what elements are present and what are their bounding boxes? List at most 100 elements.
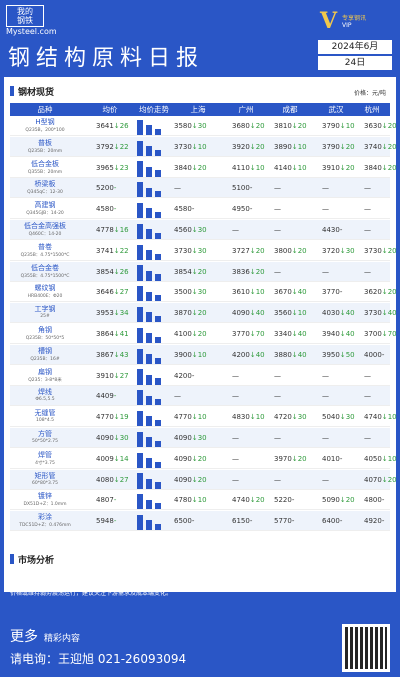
- price-hangzhou: —: [364, 392, 371, 401]
- price-chengdu: 4720↓30: [274, 413, 307, 422]
- variety-spec: Q355B：20mm: [27, 169, 63, 175]
- price-wuhan: —: [322, 184, 329, 193]
- table-row: 角钢 Q235B：50*50*5 3864↓41 4100↓20 3770↓70 3340…: [10, 324, 397, 344]
- trend-bar: [155, 440, 161, 447]
- variety-name: 桥梁板: [34, 180, 56, 189]
- section-steel-spot: 钢材现货: [10, 85, 54, 98]
- variety-spec: 4寸*3.75: [35, 460, 55, 466]
- trend-bar: [155, 503, 161, 510]
- price-guangzhou: 3770↓70: [232, 330, 265, 338]
- price-shanghai: 3500↓30: [174, 288, 207, 297]
- trend-bar: [155, 170, 161, 177]
- variety-spec: 50*50*2.75: [32, 439, 58, 444]
- table-row: 低合金卷 Q355B：4.75*1500*C 3854↓26 3854↓20 3836↓…: [10, 261, 390, 282]
- table-row: 镀锌 DX51D+Z：1.0mm 4807- 4780↓10 4740↓20 5220- 5…: [10, 490, 390, 511]
- col-guangzhou: 广州: [238, 105, 254, 114]
- price-shanghai: 3730↓10: [174, 142, 207, 151]
- price-hangzhou: —: [364, 434, 371, 442]
- variety-spec: Q355B：4.75*1500*C: [20, 273, 70, 279]
- variety-name: 角钢: [38, 326, 52, 334]
- price-hangzhou: 4000-: [364, 350, 385, 359]
- trend-bars: [137, 221, 173, 239]
- price-hangzhou: —: [364, 184, 371, 193]
- contact-phone[interactable]: 请电询：王迎旭 021-26093094: [10, 652, 187, 666]
- trend-bar: [137, 369, 143, 385]
- variety-spec: 108*4.5: [36, 418, 54, 424]
- trend-bar: [146, 499, 152, 510]
- trend-bar: [146, 374, 152, 385]
- trend-bar: [155, 253, 161, 260]
- price-wuhan: 5040↓30: [322, 413, 355, 422]
- variety-spec: Φ6.5,5.5: [35, 397, 55, 403]
- variety-name: 低合金高强板: [24, 222, 66, 230]
- avg-price: 4080↓27: [96, 475, 129, 484]
- price-guangzhou: —: [232, 371, 239, 380]
- price-chengdu: 4140↓10: [274, 163, 307, 172]
- price-wuhan: —: [322, 205, 329, 214]
- trend-bar: [155, 336, 161, 343]
- trend-bar: [137, 514, 143, 531]
- price-shanghai: 3730↓30: [174, 246, 207, 255]
- trend-bars: [137, 512, 173, 531]
- trend-bar: [155, 232, 161, 239]
- trend-bars: [137, 429, 173, 447]
- trend-bars: [137, 450, 173, 468]
- trend-bars: [137, 283, 173, 302]
- avg-price: 4778↓16: [96, 226, 129, 234]
- vip-badge: V 专享钢讯 VIP: [320, 8, 367, 34]
- price-guangzhou: 3836↓20: [232, 267, 265, 276]
- price-chengdu: 3880↓40: [274, 350, 307, 359]
- price-guangzhou: 4830↓10: [232, 413, 265, 422]
- avg-price: 3953↓34: [96, 309, 129, 318]
- table-row: 无缝管 108*4.5 4770↓19 4770↓10 4830↓10 4720↓30 50…: [10, 407, 397, 428]
- table-row: 高建钢 Q345GJB：14-20 4580- 4580- 4950- — — —: [10, 199, 390, 220]
- price-guangzhou: 4200↓40: [232, 350, 265, 359]
- price-wuhan: 4010-: [322, 454, 343, 463]
- price-wuhan: —: [322, 434, 329, 442]
- variety-name: 螺纹钢: [34, 284, 56, 293]
- trend-bar: [146, 125, 152, 135]
- trend-bars: [137, 491, 173, 510]
- price-chengdu: 3670↓40: [274, 288, 307, 297]
- variety-spec: Q235：3-8*8米: [28, 377, 62, 383]
- variety-spec: HRB400E：Φ20: [27, 294, 63, 300]
- unit-label: 价格：元/吨: [353, 90, 386, 97]
- trend-bars: [137, 242, 173, 260]
- price-guangzhou: 3680↓20: [232, 122, 265, 130]
- content-panel: 钢材现货 价格：元/吨 品种 均价 均价走势 上海 广州 成都 武汉 杭州 H型…: [4, 77, 397, 592]
- trend-bar: [137, 494, 143, 510]
- trend-bar: [155, 399, 161, 406]
- price-guangzhou: 4110↓10: [232, 163, 265, 172]
- trend-bar: [155, 482, 161, 489]
- avg-value: 5200: [96, 184, 114, 193]
- price-shanghai: 4090↓30: [174, 434, 207, 442]
- trend-bar: [146, 270, 152, 281]
- price-wuhan: 5090↓20: [322, 496, 355, 505]
- variety-name: 低合金板: [31, 159, 59, 168]
- table-row: H型钢 Q235B，200*100 3641↓26 3580↓30 3680↓20 381…: [10, 116, 397, 136]
- variety-name: 方管: [38, 430, 52, 438]
- table-row: 工字钢 25# 3953↓34 3870↓20 4090↓40 3560↓10 4030↓4…: [10, 303, 397, 324]
- price-chengdu: —: [274, 371, 281, 380]
- avg-price: 3867↓43: [96, 350, 129, 359]
- variety-name: 镀锌: [38, 492, 52, 501]
- price-hangzhou: 3740↓20: [364, 142, 397, 151]
- trend-bars: [137, 471, 173, 489]
- variety-spec: Q235B：4.75*1500*C: [20, 252, 70, 258]
- trend-bars: [137, 200, 173, 219]
- price-chengdu: 3340↓40: [274, 330, 307, 338]
- price-shanghai: 6500-: [174, 517, 195, 526]
- col-avg: 均价: [102, 105, 118, 114]
- date-box: 2024年6月 24日: [318, 40, 392, 70]
- date-day: 24日: [318, 56, 392, 70]
- trend-bar: [155, 149, 161, 156]
- price-shanghai: 4780↓10: [174, 496, 207, 505]
- price-guangzhou: —: [232, 392, 239, 401]
- price-guangzhou: 4740↓20: [232, 496, 265, 505]
- variety-spec: Q345GJB：14-20: [26, 211, 64, 217]
- variety-spec: DX51D+Z：1.0mm: [23, 502, 67, 508]
- trend-bar: [146, 208, 152, 219]
- price-guangzhou: —: [232, 475, 239, 484]
- trend-bars: [137, 117, 173, 135]
- price-chengdu: —: [274, 434, 281, 442]
